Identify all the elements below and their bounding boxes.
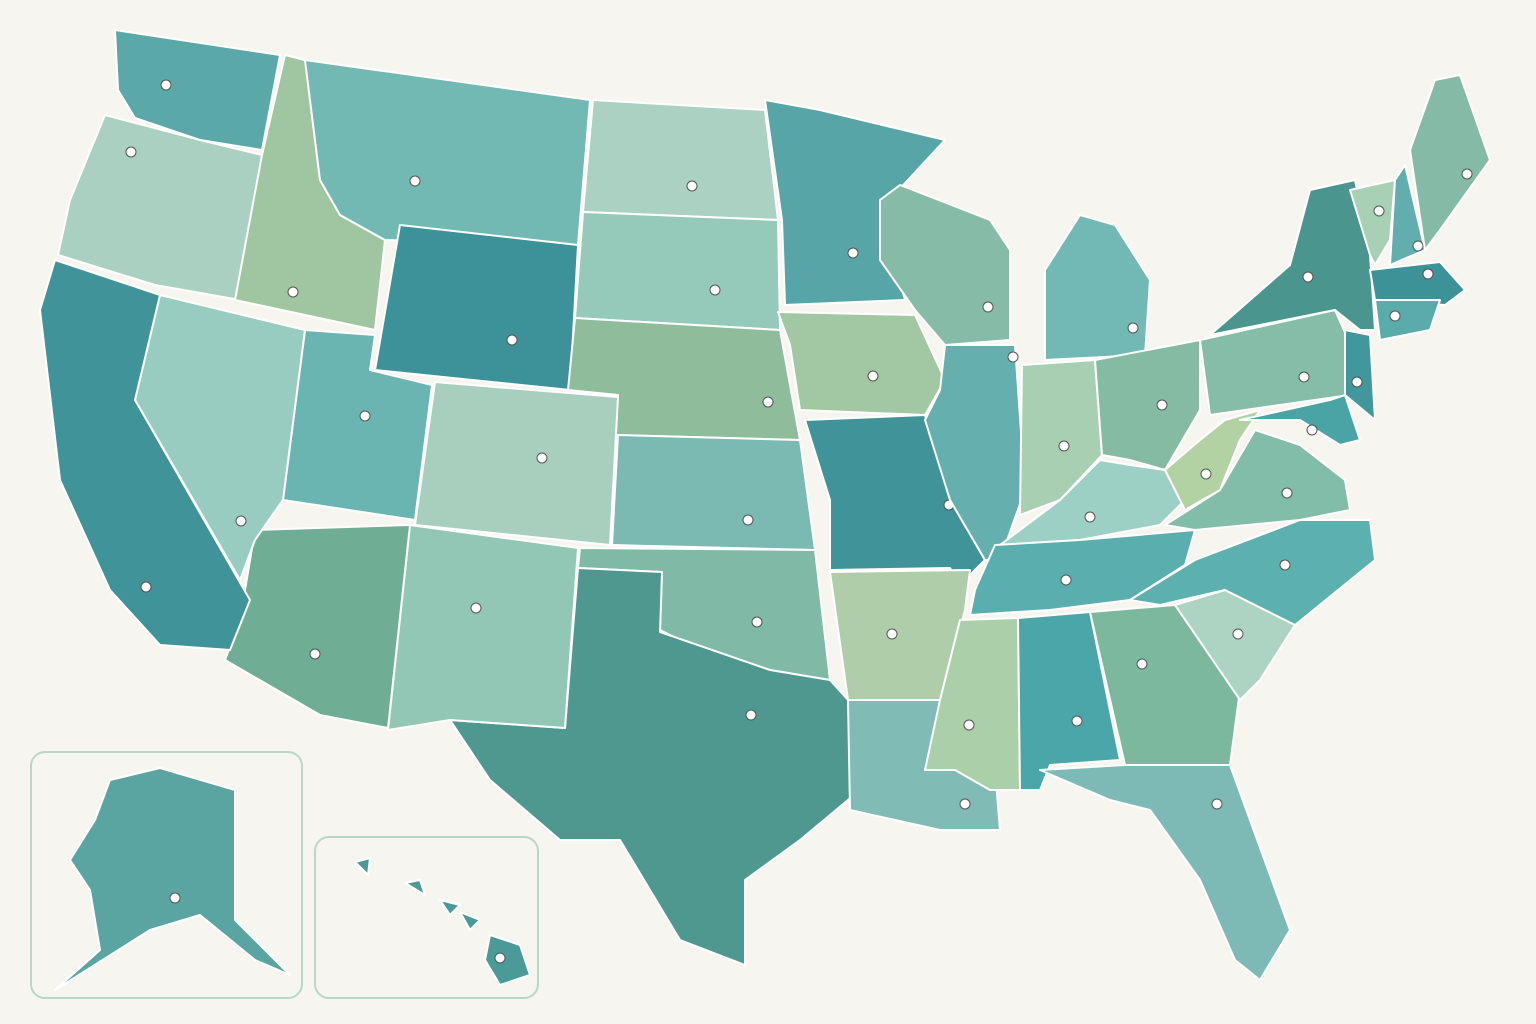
capital-marker	[709, 284, 721, 296]
capital-marker	[686, 180, 698, 192]
capital-marker	[1302, 271, 1314, 283]
capital-marker	[982, 301, 994, 313]
state-region	[1369, 261, 1466, 306]
capital-marker	[742, 514, 754, 526]
state-region	[1044, 214, 1151, 361]
capital-marker	[1232, 628, 1244, 640]
state-region	[1164, 409, 1261, 511]
state-region	[1129, 519, 1376, 626]
capital-marker	[160, 79, 172, 91]
state-region	[777, 311, 946, 416]
state-region	[1344, 329, 1376, 421]
capital-marker	[1127, 322, 1139, 334]
capital-marker	[959, 798, 971, 810]
capital-marker	[1298, 371, 1310, 383]
capital-marker	[536, 452, 548, 464]
capital-marker	[1136, 658, 1148, 670]
state-region	[582, 99, 779, 221]
state-region	[354, 857, 531, 986]
state-region	[449, 567, 861, 966]
alaska-inset	[30, 751, 303, 999]
hawaii-inset	[314, 836, 539, 999]
state-region	[57, 114, 263, 301]
capital-marker	[1200, 468, 1212, 480]
state-region	[1349, 179, 1396, 266]
capital-marker	[745, 709, 757, 721]
state-region	[39, 259, 251, 651]
capital-marker	[1071, 715, 1083, 727]
capital-marker	[1211, 798, 1223, 810]
capital-marker	[125, 146, 137, 158]
state-region	[387, 524, 579, 731]
capital-marker	[762, 396, 774, 408]
capital-marker	[1461, 168, 1473, 180]
capital-marker	[470, 602, 482, 614]
capital-marker	[847, 247, 859, 259]
state-region	[1019, 359, 1103, 516]
capital-marker	[169, 892, 181, 904]
capital-marker	[1412, 240, 1424, 252]
state-region	[1374, 299, 1441, 341]
state-region	[924, 344, 1026, 561]
capital-marker	[235, 515, 247, 527]
state-region	[374, 224, 579, 391]
capital-marker	[494, 952, 506, 964]
capital-marker	[963, 719, 975, 731]
state-region	[1239, 394, 1361, 446]
capital-marker	[751, 616, 763, 628]
capital-marker	[1422, 268, 1434, 280]
capital-marker	[867, 370, 879, 382]
capital-marker	[359, 410, 371, 422]
capital-marker	[1058, 440, 1070, 452]
capital-marker	[886, 628, 898, 640]
capital-marker	[140, 581, 152, 593]
state-region	[414, 381, 619, 546]
capital-marker	[1306, 424, 1318, 436]
capital-marker	[409, 175, 421, 187]
state-region	[1164, 429, 1351, 531]
capital-marker	[1389, 310, 1401, 322]
capital-marker	[1007, 351, 1019, 363]
state-region	[304, 59, 591, 246]
capital-marker	[287, 286, 299, 298]
capital-marker	[1279, 559, 1291, 571]
state-region	[879, 184, 1011, 346]
capital-marker	[506, 334, 518, 346]
capital-marker	[309, 648, 321, 660]
capital-marker	[1084, 511, 1096, 523]
capital-marker	[1373, 205, 1385, 217]
state-region	[54, 767, 291, 991]
capital-marker	[1351, 376, 1363, 388]
capital-marker	[1281, 487, 1293, 499]
capital-marker	[1060, 574, 1072, 586]
state-region	[1409, 74, 1491, 251]
states	[39, 29, 1491, 991]
state-region	[1039, 764, 1291, 981]
state-region	[611, 434, 816, 551]
capital-marker	[1156, 399, 1168, 411]
state-region	[574, 211, 781, 331]
